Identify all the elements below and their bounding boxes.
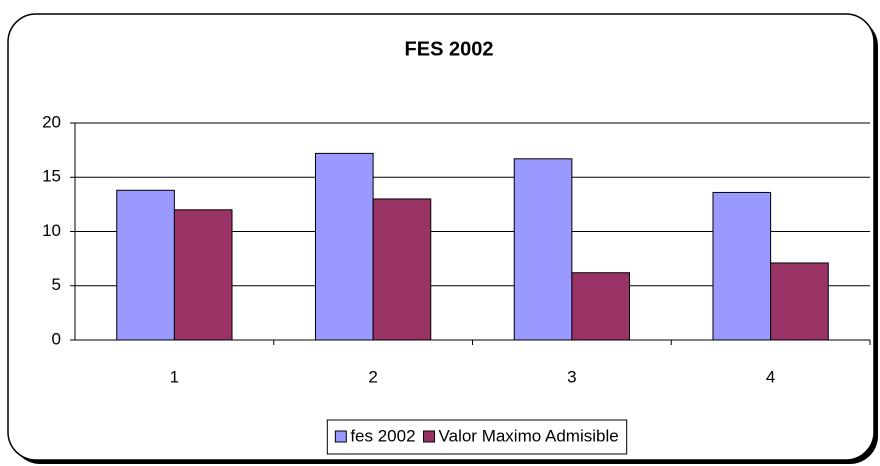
y-tick-label: 5 [52, 275, 61, 294]
legend [326, 419, 628, 455]
bar [314, 152, 374, 341]
bar [173, 209, 233, 341]
chart-frame [7, 13, 875, 461]
y-tick-label: 20 [42, 112, 61, 131]
legend-swatch [334, 430, 347, 443]
y-tick-label: 15 [42, 167, 61, 186]
bar [571, 272, 631, 341]
legend-swatch [423, 430, 436, 443]
bar [712, 191, 772, 341]
bar [513, 158, 573, 341]
x-tick-label: 3 [567, 367, 576, 386]
y-tick-label: 0 [52, 329, 61, 348]
legend-label: Valor Maximo Admisible [439, 426, 619, 445]
bar [116, 189, 175, 341]
legend-label: fes 2002 [350, 426, 415, 445]
bar [372, 198, 432, 341]
x-tick-label: 1 [170, 367, 179, 386]
chart-title: FES 2002 [405, 38, 494, 60]
x-tick-label: 2 [368, 367, 377, 386]
bar [770, 262, 829, 341]
x-tick-label: 4 [766, 367, 775, 386]
y-tick-label: 10 [42, 221, 61, 240]
